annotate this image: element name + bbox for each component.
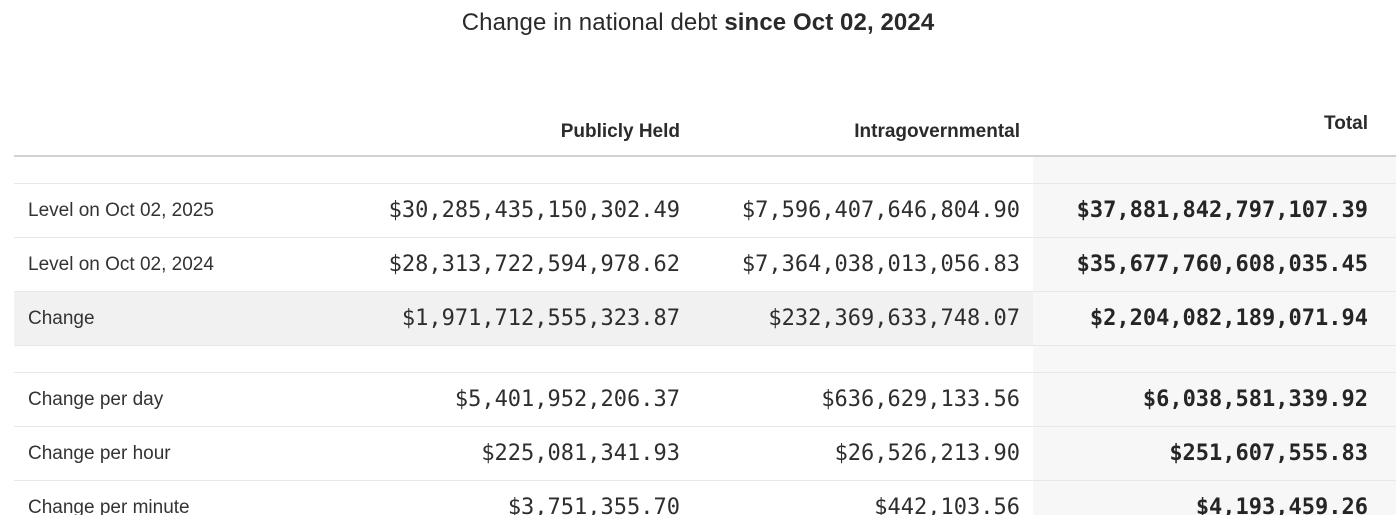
publicly-held-value: $30,285,435,150,302.49 [388, 198, 680, 223]
intragovernmental-value: $26,526,213.90 [834, 441, 1020, 466]
intragovernmental-value: $7,596,407,646,804.90 [741, 198, 1020, 223]
total-value: $37,881,842,797,107.39 [1033, 184, 1396, 237]
table-row-change-per-hour: Change per hour $225,081,341.93 $26,526,… [14, 427, 1396, 481]
table-row-change-per-minute: Change per minute $3,751,355.70 $442,103… [14, 481, 1396, 515]
publicly-held-value: $3,751,355.70 [507, 495, 680, 515]
table-row-level-2024: Level on Oct 02, 2024 $28,313,722,594,97… [14, 238, 1396, 292]
spacer-row [14, 346, 1396, 373]
column-header-intragovernmental: Intragovernmental [854, 121, 1020, 142]
publicly-held-value: $28,313,722,594,978.62 [388, 252, 680, 277]
total-value: $2,204,082,189,071.94 [1033, 292, 1396, 345]
row-label: Change per hour [28, 442, 171, 464]
row-label: Change per minute [28, 496, 190, 515]
table-row-level-2025: Level on Oct 02, 2025 $30,285,435,150,30… [14, 184, 1396, 238]
table-row-change-per-day: Change per day $5,401,952,206.37 $636,62… [14, 373, 1396, 427]
table-header-row: Publicly Held Intragovernmental Total [14, 104, 1396, 157]
column-gap [1020, 104, 1033, 155]
table-row-change: Change $1,971,712,555,323.87 $232,369,63… [14, 292, 1396, 346]
page-title-emphasis: since Oct 02, 2024 [724, 9, 935, 36]
row-label: Level on Oct 02, 2025 [28, 199, 214, 221]
spacer-row [14, 157, 1396, 184]
page-title-prefix: Change in national debt [461, 9, 718, 36]
intragovernmental-value: $7,364,038,013,056.83 [741, 252, 1020, 277]
total-value: $251,607,555.83 [1033, 427, 1396, 480]
publicly-held-value: $5,401,952,206.37 [454, 387, 680, 412]
publicly-held-value: $225,081,341.93 [481, 441, 680, 466]
row-label: Level on Oct 02, 2024 [28, 253, 214, 275]
intragovernmental-value: $442,103.56 [874, 495, 1020, 515]
intragovernmental-value: $232,369,633,748.07 [768, 306, 1020, 331]
national-debt-table: Publicly Held Intragovernmental Total Le… [14, 104, 1396, 515]
intragovernmental-value: $636,629,133.56 [821, 387, 1020, 412]
column-header-total: Total [1324, 112, 1368, 134]
row-label: Change per day [28, 388, 164, 410]
total-value: $4,193,459.26 [1033, 481, 1396, 515]
publicly-held-value: $1,971,712,555,323.87 [401, 306, 680, 331]
column-header-publicly-held: Publicly Held [560, 121, 680, 142]
total-value: $35,677,760,608,035.45 [1033, 238, 1396, 291]
total-value: $6,038,581,339.92 [1033, 373, 1396, 426]
page-title: Change in national debt since Oct 02, 20… [0, 0, 1396, 38]
row-label: Change [28, 307, 95, 329]
column-header-blank [14, 143, 344, 155]
